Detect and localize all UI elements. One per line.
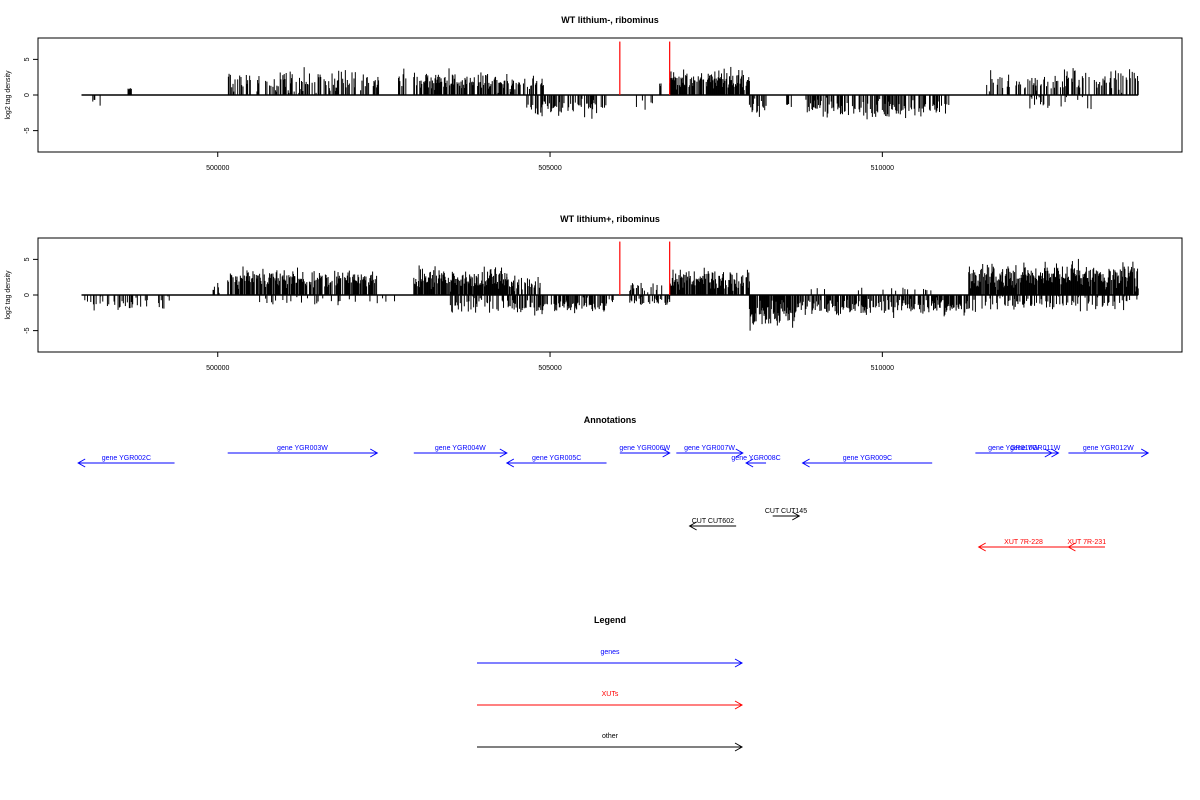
feature-cut-cut602: CUT CUT602 (688, 518, 737, 531)
feature-cut-cut145: CUT CUT145 (765, 508, 807, 521)
legend-item-genes: genes (477, 649, 744, 668)
y-axis-label: log2 tag density (5, 270, 12, 320)
x-tick-label: 500000 (206, 165, 229, 172)
feature-label: gene YGR003W (277, 445, 328, 452)
annotations-title: Annotations (584, 415, 637, 425)
feature-label: XUT 7R-228 (1004, 539, 1043, 546)
feature-arrow (77, 458, 175, 468)
panel-title: WT lithium-, ribominus (561, 15, 659, 25)
feature-arrow (1011, 448, 1060, 458)
feature-gene-ygr008c: gene YGR008C (731, 455, 781, 468)
feature-gene-ygr011w: gene YGR011W (1010, 445, 1061, 458)
feature-gene-ygr003w: gene YGR003W (227, 445, 379, 458)
feature-arrow-head (499, 448, 508, 458)
feature-label: gene YGR006W (619, 445, 670, 452)
y-tick-label: 5 (24, 57, 31, 61)
feature-arrow (477, 700, 744, 710)
y-tick-label: -5 (24, 127, 31, 133)
annotations-track: Annotations gene YGR002C gene YGR003W gene … (77, 415, 1150, 552)
feature-xut-7r-228: XUT 7R-228 (977, 539, 1069, 552)
feature-arrow (619, 448, 671, 458)
feature-label: XUT 7R-231 (1067, 539, 1106, 546)
feature-arrow (745, 458, 767, 468)
feature-gene-ygr002c: gene YGR002C (77, 455, 175, 468)
feature-arrow (688, 521, 737, 531)
feature-arrow-head (1067, 542, 1076, 552)
x-tick-label: 510000 (871, 365, 894, 372)
feature-gene-ygr009c: gene YGR009C (801, 455, 933, 468)
legend-item-label: other (602, 733, 619, 740)
feature-label: gene YGR005C (532, 455, 581, 462)
feature-arrow-head (801, 458, 810, 468)
feature-arrow-head (77, 458, 86, 468)
y-tick-label: -5 (24, 327, 31, 333)
feature-arrow-head (745, 458, 754, 468)
y-tick-label: 5 (24, 257, 31, 261)
feature-gene-ygr006w: gene YGR006W (619, 445, 671, 458)
density-panel-1: WT lithium-, ribominus log2 tag density -5… (5, 15, 1183, 172)
legend-item-other: other (477, 733, 744, 752)
feature-arrow-head (1051, 448, 1060, 458)
legend-item-label: XUTs (602, 691, 619, 698)
feature-arrow-head (734, 658, 744, 668)
feature-label: gene YGR008C (731, 455, 780, 462)
feature-arrow-head (977, 542, 986, 552)
feature-arrow-head (369, 448, 379, 458)
feature-arrow-head (688, 521, 697, 531)
feature-label: CUT CUT602 (692, 518, 734, 525)
feature-arrow (505, 458, 607, 468)
feature-gene-ygr004w: gene YGR004W (413, 445, 508, 458)
feature-label: gene YGR002C (102, 455, 151, 462)
feature-arrow-head (505, 458, 515, 468)
x-tick-label: 505000 (538, 165, 561, 172)
feature-arrow-head (734, 700, 744, 710)
feature-label: gene YGR007W (684, 445, 735, 452)
feature-xut-7r-231: XUT 7R-231 (1067, 539, 1106, 552)
feature-arrow (477, 658, 744, 668)
y-tick-label: 0 (24, 93, 31, 97)
feature-gene-ygr012w: gene YGR012W (1068, 445, 1150, 458)
x-tick-label: 510000 (871, 165, 894, 172)
feature-label: gene YGR009C (843, 455, 892, 462)
x-tick-label: 500000 (206, 365, 229, 372)
y-tick-label: 0 (24, 293, 31, 297)
feature-arrow-head (734, 742, 744, 752)
density-panel-2: WT lithium+, ribominus log2 tag density -5… (5, 214, 1183, 372)
feature-label: gene YGR012W (1083, 445, 1134, 452)
feature-gene-ygr005c: gene YGR005C (505, 455, 607, 468)
panel-title: WT lithium+, ribominus (560, 214, 660, 224)
x-tick-label: 505000 (538, 365, 561, 372)
feature-arrow (801, 458, 933, 468)
feature-label: gene YGR004W (435, 445, 486, 452)
feature-arrow-head (1140, 448, 1150, 458)
feature-arrow (413, 448, 508, 458)
feature-arrow (227, 448, 379, 458)
feature-arrow-head (662, 448, 671, 458)
y-axis-label: log2 tag density (5, 70, 12, 120)
legend-item-label: genes (600, 649, 620, 656)
feature-label: gene YGR010W (988, 445, 1039, 452)
feature-arrow (676, 448, 744, 458)
legend: Legend genes XUTs other (477, 615, 744, 752)
feature-arrow (477, 742, 744, 752)
legend-title: Legend (594, 615, 626, 625)
feature-arrow-head (792, 511, 801, 521)
legend-item-xuts: XUTs (477, 691, 744, 710)
feature-arrow-head (735, 448, 744, 458)
feature-label: gene YGR011W (1010, 445, 1061, 452)
feature-arrow (1067, 542, 1105, 552)
feature-gene-ygr007w: gene YGR007W (676, 445, 744, 458)
feature-label: CUT CUT145 (765, 508, 807, 515)
feature-arrow (977, 542, 1069, 552)
feature-arrow (772, 511, 801, 521)
feature-arrow (1068, 448, 1150, 458)
